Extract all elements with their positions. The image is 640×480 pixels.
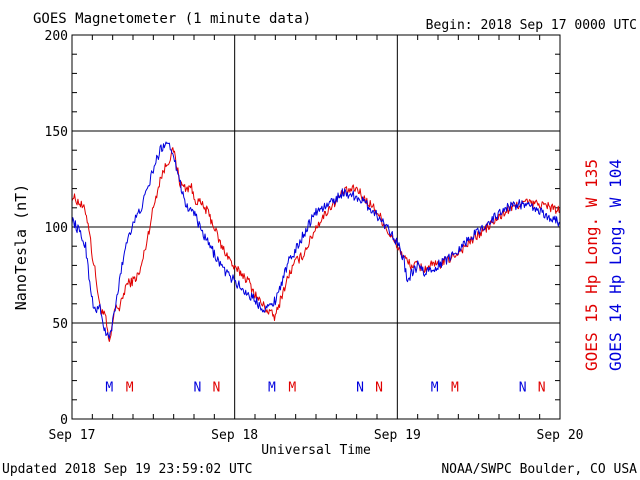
x-tick-label: Sep 18 [211,428,258,443]
legend-entry: GOES 14 Hp Long. W 104 [606,159,625,371]
legend: GOES 15 Hp Long. W 135 GOES 14 Hp Long. W… [582,159,625,371]
event-marker: N [519,380,527,395]
event-marker: M [268,380,276,395]
updated-timestamp: Updated 2018 Sep 19 23:59:02 UTC [2,462,252,477]
event-marker: M [105,380,113,395]
begin-date: Begin: 2018 Sep 17 0000 UTC [426,18,637,33]
data-series [71,141,561,342]
event-marker: N [356,380,364,395]
y-tick-label: 200 [45,29,68,44]
event-marker: M [451,380,459,395]
chart-title: GOES Magnetometer (1 minute data) [33,11,311,27]
axis-ticks: 0 50 100 150 200 Sep 17 Sep 18 Sep 19 Sep 20 [45,29,584,443]
credit-text: NOAA/SWPC Boulder, CO USA [441,462,637,477]
event-marker: N [538,380,546,395]
y-axis-label: NanoTesla (nT) [12,184,30,310]
plot-frame [71,34,561,420]
event-marker: N [212,380,220,395]
series-line-goes14 [71,141,561,339]
event-marker: M [288,380,296,395]
x-axis-label: Universal Time [261,443,371,458]
y-tick-label: 50 [52,317,68,332]
event-marker: N [193,380,201,395]
y-tick-label: 150 [45,125,68,140]
legend-entry: GOES 15 Hp Long. W 135 [582,159,601,371]
grid-lines [72,35,560,419]
x-tick-label: Sep 20 [537,428,584,443]
x-tick-label: Sep 17 [49,428,96,443]
event-marker: M [431,380,439,395]
x-tick-label: Sep 19 [374,428,421,443]
y-tick-label: 100 [45,221,68,236]
y-tick-label: 0 [60,413,68,428]
series-line-goes15 [71,147,561,342]
event-marker: N [375,380,383,395]
event-marker: M [126,380,134,395]
